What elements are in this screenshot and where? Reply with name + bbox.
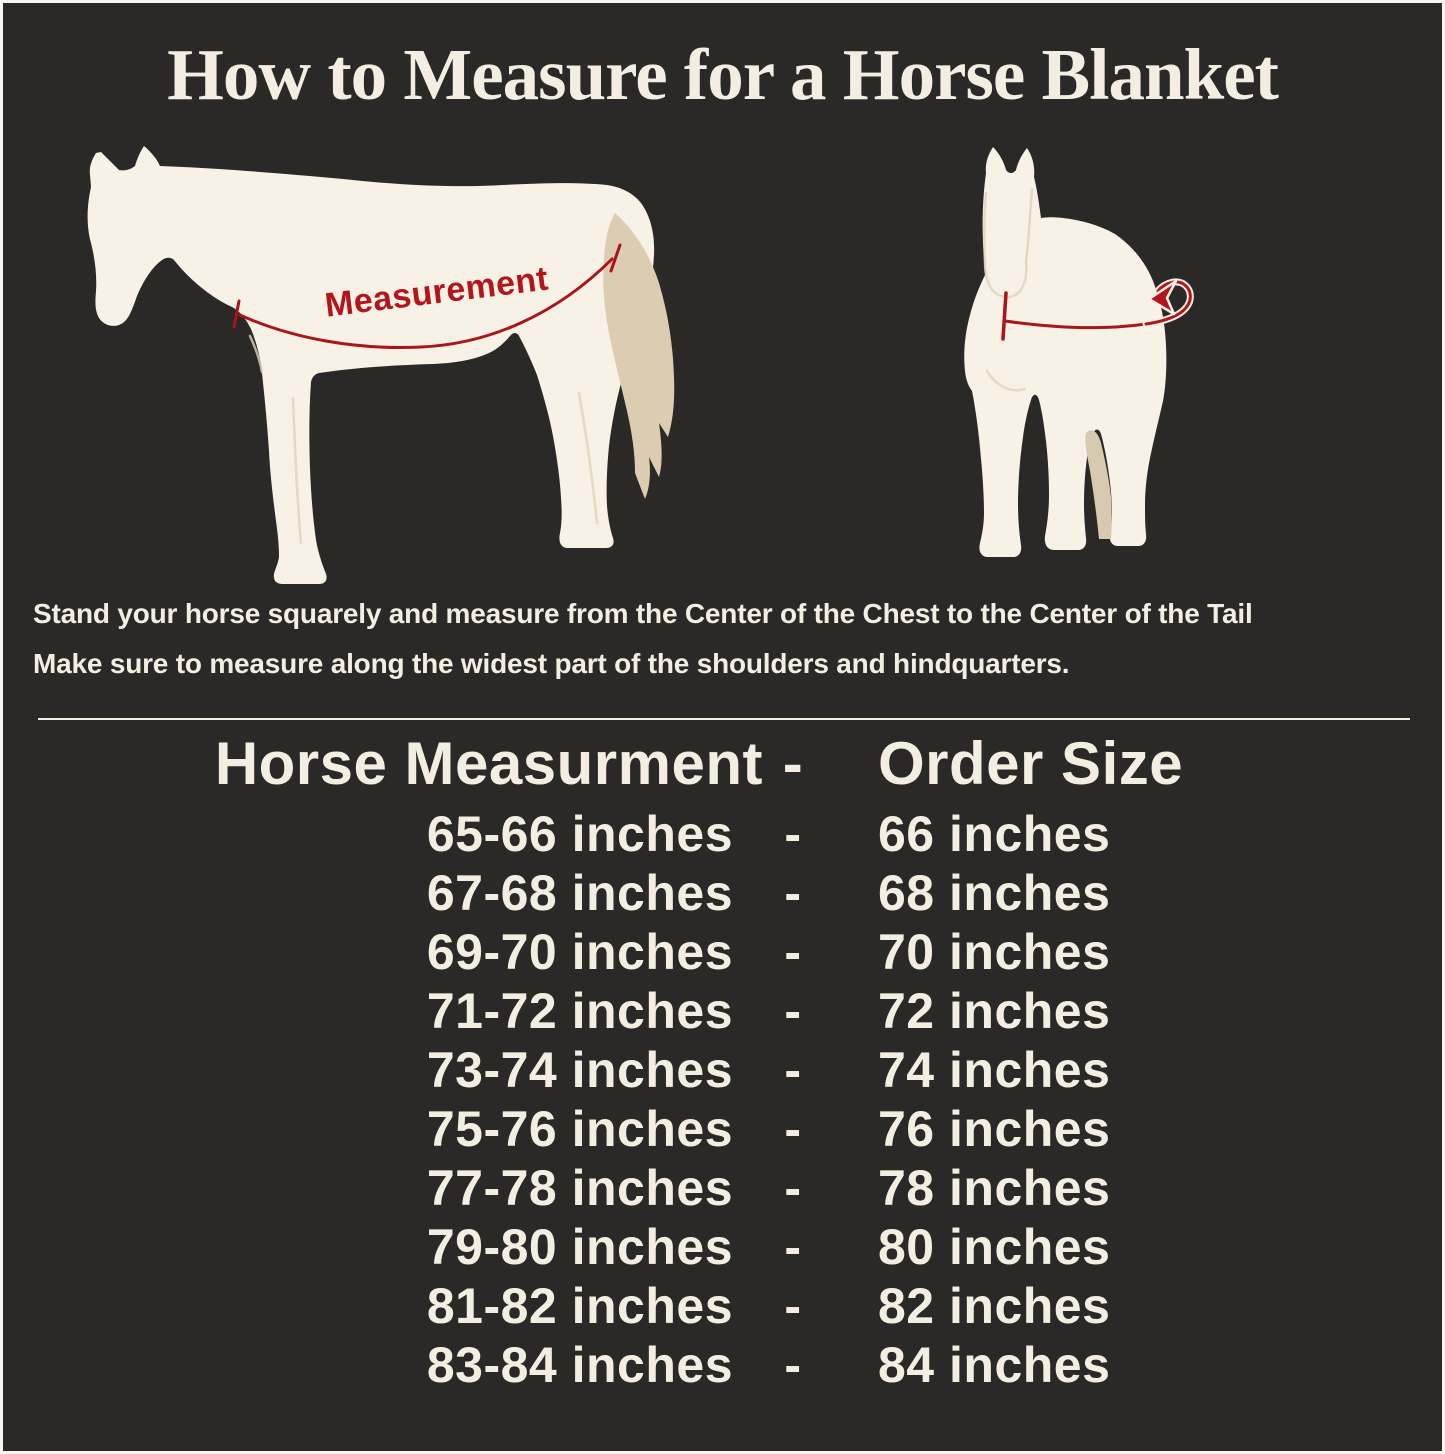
order-size-value: 82 inches — [878, 1278, 1111, 1334]
horse-measurement-value: 67-68 inches — [426, 865, 733, 921]
side-horse-tail — [603, 213, 675, 499]
girth-measurement-line — [1001, 278, 1194, 341]
measurement-tick-tail — [609, 243, 622, 273]
girth-swoosh — [1144, 280, 1192, 326]
separator-dash: - — [784, 1042, 802, 1098]
front-horse-leg-shading — [1085, 430, 1112, 539]
size-table: Horse Measurment - Order Size 65-66 inch… — [38, 727, 1407, 1395]
horse-measurement-value: 75-76 inches — [426, 1101, 733, 1157]
separator-dash: - — [784, 1219, 802, 1275]
separator-dash: - — [784, 983, 802, 1039]
separator-dash: - — [784, 1337, 802, 1393]
size-table-row: 65-66 inches - 66 inches — [38, 805, 1407, 864]
chest-crease — [985, 369, 1027, 392]
face-right-crease — [1024, 187, 1034, 264]
muzzle-outline — [983, 259, 1028, 299]
size-table-row: 79-80 inches - 80 inches — [38, 1218, 1407, 1277]
order-size-value: 72 inches — [878, 983, 1111, 1039]
separator-dash: - — [784, 1278, 802, 1334]
size-table-row: 83-84 inches - 84 inches — [38, 1336, 1407, 1395]
horse-measurement-value: 79-80 inches — [426, 1219, 733, 1275]
front-horse-body — [964, 147, 1167, 557]
separator-dash: - — [784, 1160, 802, 1216]
size-table-row: 67-68 inches - 68 inches — [38, 864, 1407, 923]
girth-tick — [1001, 291, 1008, 341]
measurement-column-header: Horse Measurment — [214, 730, 763, 797]
order-size-column-header: Order Size — [878, 730, 1184, 797]
horse-measurement-value: 77-78 inches — [426, 1160, 733, 1216]
order-size-value: 78 inches — [878, 1160, 1111, 1216]
size-table-row: 81-82 inches - 82 inches — [38, 1277, 1407, 1336]
page-title: How to Measure for a Horse Blanket — [167, 34, 1279, 115]
order-size-value: 76 inches — [878, 1101, 1111, 1157]
separator-dash: - — [784, 924, 802, 980]
order-size-value: 70 inches — [878, 924, 1111, 980]
horse-measurement-value: 65-66 inches — [426, 806, 733, 862]
divider-line — [38, 718, 1410, 720]
instructions-text: Stand your horse squarely and measure fr… — [33, 589, 1441, 689]
order-size-value: 74 inches — [878, 1042, 1111, 1098]
side-view-horse-illustration: Measurement — [63, 143, 703, 588]
measurement-tick-chest — [232, 299, 241, 329]
separator-dash: - — [782, 730, 804, 797]
size-table-row: 71-72 inches - 72 inches — [38, 982, 1407, 1041]
front-horse-svg — [964, 147, 1194, 557]
side-horse-svg: Measurement — [87, 146, 675, 584]
size-table-row: 73-74 inches - 74 inches — [38, 1041, 1407, 1100]
instructions-line-2: Make sure to measure along the widest pa… — [33, 648, 1070, 679]
side-horse-body — [87, 146, 655, 584]
horse-measurement-value: 81-82 inches — [426, 1278, 733, 1334]
order-size-value: 66 inches — [878, 806, 1111, 862]
horse-measurement-value: 69-70 inches — [426, 924, 733, 980]
size-table-header: Horse Measurment - Order Size — [38, 727, 1407, 801]
front-view-horse-illustration — [933, 133, 1263, 588]
measurement-line — [232, 243, 622, 349]
order-size-value: 84 inches — [878, 1337, 1111, 1393]
horse-measurement-value: 71-72 inches — [426, 983, 733, 1039]
size-table-row: 77-78 inches - 78 inches — [38, 1159, 1407, 1218]
horse-measurement-value: 83-84 inches — [426, 1337, 733, 1393]
size-table-row: 69-70 inches - 70 inches — [38, 923, 1407, 982]
side-horse-crease-lines — [248, 334, 599, 545]
separator-dash: - — [784, 865, 802, 921]
separator-dash: - — [784, 1101, 802, 1157]
girth-arrow-icon — [1147, 279, 1178, 316]
separator-dash: - — [784, 806, 802, 862]
order-size-value: 80 inches — [878, 1219, 1111, 1275]
horse-measurement-value: 73-74 inches — [426, 1042, 733, 1098]
girth-line — [1003, 319, 1148, 330]
face-left-crease — [983, 191, 988, 263]
order-size-value: 68 inches — [878, 865, 1111, 921]
instructions-line-1: Stand your horse squarely and measure fr… — [33, 598, 1253, 629]
front-horse-crease-lines — [983, 187, 1034, 392]
size-table-row: 75-76 inches - 76 inches — [38, 1100, 1407, 1159]
